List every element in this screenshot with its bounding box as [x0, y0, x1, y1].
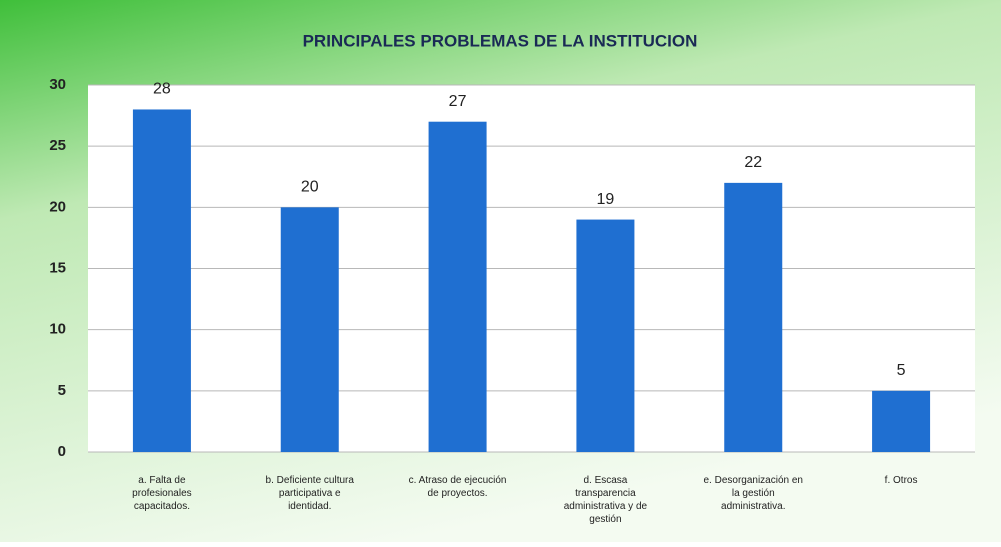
x-tick-label: e. Desorganización en la gestión administr…: [703, 475, 803, 512]
y-tick-label: 25: [49, 137, 66, 154]
bar: [576, 219, 635, 452]
value-label: 22: [744, 154, 762, 171]
x-tick-label: b. Deficiente cultura participativa e iden…: [266, 475, 355, 512]
bar: [724, 182, 783, 452]
y-tick-label: 30: [49, 76, 66, 93]
value-label: 19: [597, 191, 615, 208]
y-tick-label: 0: [58, 443, 66, 460]
y-tick-label: 5: [58, 382, 66, 399]
y-tick-label: 20: [49, 198, 66, 215]
x-tick-label: f. Otros: [885, 475, 918, 486]
x-tick-label: c. Atraso de ejecución de proyectos.: [409, 475, 507, 499]
value-label: 28: [153, 81, 171, 98]
bar: [428, 121, 487, 452]
value-label: 5: [897, 362, 906, 379]
x-tick-label: a. Falta de profesionales capacitados.: [132, 475, 191, 512]
value-label: 27: [449, 93, 467, 110]
x-tick-label: d. Escasa transparencia administrativa y d…: [564, 475, 648, 525]
bar: [872, 390, 931, 452]
y-tick-label: 10: [49, 321, 66, 338]
bar: [280, 207, 339, 452]
chart-title: PRINCIPALES PROBLEMAS DE LA INSTITUCION: [303, 31, 698, 50]
y-tick-label: 15: [49, 259, 66, 276]
bar: [132, 109, 191, 452]
value-label: 20: [301, 179, 319, 196]
